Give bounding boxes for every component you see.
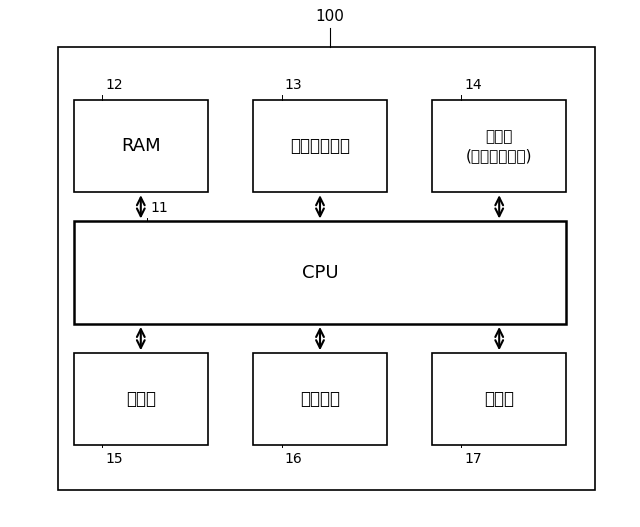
Text: 17: 17	[464, 452, 482, 466]
Text: 11: 11	[150, 201, 168, 215]
Bar	[74, 353, 208, 445]
Bar	[74, 100, 208, 192]
Text: 表示部
(タッチパネル): 表示部 (タッチパネル)	[466, 129, 532, 164]
Text: 13: 13	[285, 78, 303, 92]
Text: 16: 16	[285, 452, 303, 466]
Bar	[253, 100, 387, 192]
Text: 14: 14	[464, 78, 482, 92]
Text: RAM: RAM	[121, 137, 161, 155]
Bar	[253, 353, 387, 445]
Text: 不揮発メモリ: 不揮発メモリ	[290, 137, 350, 155]
Bar	[432, 353, 566, 445]
Text: カメラ: カメラ	[126, 390, 156, 408]
Text: 100: 100	[315, 9, 344, 24]
Bar	[74, 221, 566, 324]
Text: センサ部: センサ部	[300, 390, 340, 408]
Text: 通信部: 通信部	[484, 390, 514, 408]
Bar	[432, 100, 566, 192]
Text: CPU: CPU	[301, 264, 339, 282]
Text: 12: 12	[106, 78, 124, 92]
Text: 15: 15	[106, 452, 124, 466]
Bar	[58, 47, 595, 490]
